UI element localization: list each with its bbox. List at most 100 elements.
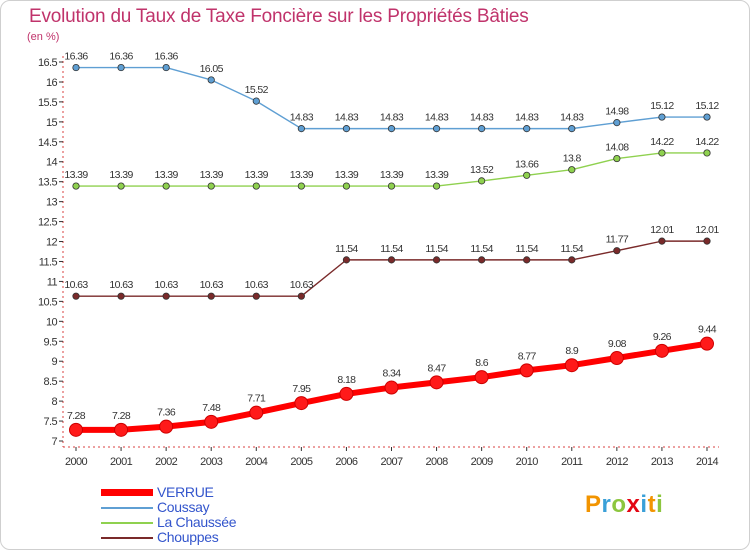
data-point-verrue xyxy=(249,405,264,420)
x-tick-label: 2009 xyxy=(471,456,494,468)
y-tick-label: 13.5 xyxy=(38,177,57,189)
data-point-verrue xyxy=(654,343,669,358)
plot-area: 10.63 10.63 10.63 10.63 10.63 10.63 11.54 11.54… xyxy=(64,51,720,437)
data-point-coussay xyxy=(658,113,666,121)
series-coussay: 16.36 16.36 16.36 16.05 15.52 14.83 14.83 14.83… xyxy=(64,51,720,133)
data-label-la-chaussee: 13.39 xyxy=(335,169,359,181)
data-label-chouppes: 11.54 xyxy=(561,243,584,255)
data-point-verrue xyxy=(339,386,354,401)
logo-letter: r xyxy=(601,491,612,518)
data-point-la-chaussee xyxy=(117,182,125,190)
logo-letter: P xyxy=(585,491,602,518)
legend-label-verrue: VERRUE xyxy=(157,484,214,500)
data-label-chouppes: 10.63 xyxy=(290,279,314,291)
data-label-la-chaussee: 14.08 xyxy=(605,142,629,154)
data-label-verrue: 9.44 xyxy=(698,324,717,336)
data-label-coussay: 16.36 xyxy=(109,51,133,63)
data-label-coussay: 14.83 xyxy=(380,112,404,124)
y-tick-label: 14 xyxy=(46,157,58,169)
data-point-coussay xyxy=(117,63,125,72)
data-point-verrue xyxy=(564,358,579,373)
y-tick-label: 15.5 xyxy=(38,97,57,109)
data-label-chouppes: 12.01 xyxy=(695,224,719,236)
data-label-coussay: 15.52 xyxy=(245,84,269,96)
data-point-la-chaussee xyxy=(207,182,215,190)
y-tick-label: 12 xyxy=(46,237,58,249)
data-point-la-chaussee xyxy=(252,182,260,190)
data-label-verrue: 9.26 xyxy=(653,331,672,343)
series-la-chaussee: 13.39 13.39 13.39 13.39 13.39 13.39 13.39 13.39… xyxy=(64,136,720,190)
y-tick-label: 9.5 xyxy=(44,336,58,348)
data-label-verrue: 7.28 xyxy=(112,410,131,422)
data-label-chouppes: 11.77 xyxy=(606,234,629,246)
y-tick-label: 8 xyxy=(51,396,57,408)
x-tick-label: 2013 xyxy=(651,456,674,468)
data-point-la-chaussee xyxy=(568,166,576,174)
data-point-chouppes xyxy=(342,256,351,264)
series-verrue: 7.28 7.28 7.36 7.48 7.71 7.95 8.18 8.34 8.47 8.6 8… xyxy=(67,324,717,437)
data-point-verrue xyxy=(204,414,219,429)
data-label-coussay: 16.05 xyxy=(200,63,224,75)
data-point-la-chaussee xyxy=(162,182,170,190)
x-tick-label: 2011 xyxy=(561,456,583,468)
data-point-chouppes xyxy=(162,292,170,300)
x-tick-label: 2005 xyxy=(290,456,313,468)
y-tick-label: 11 xyxy=(47,276,58,288)
logo-letter: o xyxy=(611,491,627,518)
y-tick-label: 16.5 xyxy=(38,57,57,69)
data-point-verrue xyxy=(474,370,489,385)
data-label-chouppes: 11.54 xyxy=(470,243,493,255)
data-label-chouppes: 11.54 xyxy=(425,243,448,255)
data-label-verrue: 7.28 xyxy=(67,410,86,422)
data-label-coussay: 14.83 xyxy=(560,112,584,124)
data-point-chouppes xyxy=(72,292,80,300)
data-label-coussay: 16.36 xyxy=(64,51,88,63)
logo-letter: x xyxy=(626,491,641,518)
data-point-chouppes xyxy=(658,237,666,245)
data-point-coussay xyxy=(523,125,531,133)
y-tick-label: 10 xyxy=(46,316,58,328)
logo-letter: i xyxy=(640,491,648,518)
x-tick-label: 2001 xyxy=(110,456,133,468)
data-label-verrue: 7.48 xyxy=(202,402,221,414)
data-point-coussay xyxy=(568,125,576,133)
data-point-la-chaussee xyxy=(613,154,621,163)
data-point-coussay xyxy=(297,125,305,133)
data-label-coussay: 14.98 xyxy=(605,106,629,118)
data-label-verrue: 8.34 xyxy=(382,368,401,380)
data-point-chouppes xyxy=(613,247,621,255)
data-label-chouppes: 11.54 xyxy=(380,243,403,255)
y-tick-label: 15 xyxy=(46,117,58,129)
data-label-la-chaussee: 13.39 xyxy=(200,169,224,181)
data-point-coussay xyxy=(72,63,80,72)
legend-label-chouppes: Chouppes xyxy=(157,529,219,545)
data-label-coussay: 14.83 xyxy=(470,112,494,124)
x-tick-label: 2004 xyxy=(245,456,268,468)
data-label-verrue: 8.77 xyxy=(518,350,537,362)
axes: 7 7.5 8 8.5 9 9.5 10 10.5 11 11.5 12 12.5 13 13.5 14 14… xyxy=(38,56,719,468)
data-point-verrue xyxy=(294,396,309,411)
proxiti-logo: Proxiti xyxy=(585,491,663,519)
data-point-verrue xyxy=(384,380,399,395)
data-point-la-chaussee xyxy=(297,182,305,190)
y-tick-label: 12.5 xyxy=(38,217,57,229)
x-tick-label: 2012 xyxy=(606,456,629,468)
y-tick-label: 7 xyxy=(51,436,57,448)
x-tick-label: 2000 xyxy=(65,456,88,468)
data-point-chouppes xyxy=(568,256,576,264)
data-point-coussay xyxy=(342,125,351,133)
legend-swatch-chouppes xyxy=(101,537,153,539)
data-point-coussay xyxy=(703,113,711,121)
logo-letter: t xyxy=(647,491,657,518)
data-label-verrue: 8.6 xyxy=(475,357,489,369)
data-label-verrue: 9.08 xyxy=(608,338,627,350)
y-tick-label: 14.5 xyxy=(38,137,57,149)
data-label-la-chaussee: 13.66 xyxy=(515,158,539,170)
legend-swatch-coussay xyxy=(101,507,153,509)
data-point-chouppes xyxy=(523,256,531,264)
x-tick-label: 2007 xyxy=(380,456,403,468)
data-label-chouppes: 12.01 xyxy=(650,224,674,236)
data-label-coussay: 14.83 xyxy=(515,112,539,124)
data-label-la-chaussee: 13.52 xyxy=(470,164,494,176)
